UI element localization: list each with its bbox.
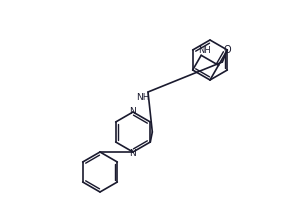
Text: NH: NH: [198, 46, 211, 55]
Text: O: O: [224, 45, 231, 55]
Text: NH: NH: [136, 92, 150, 102]
Text: N: N: [130, 148, 136, 158]
Text: N: N: [130, 106, 136, 116]
